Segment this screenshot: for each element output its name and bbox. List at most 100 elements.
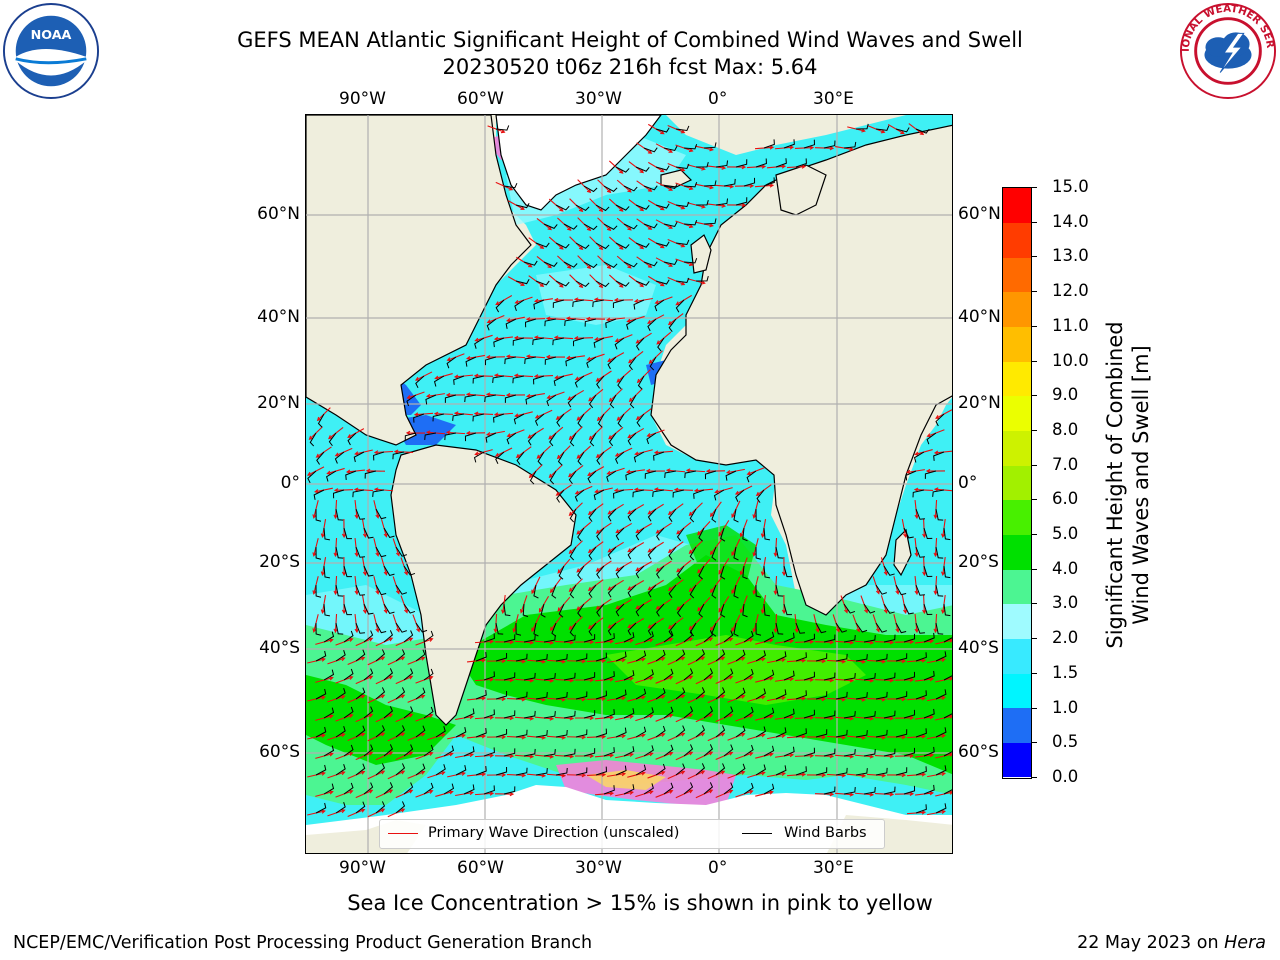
wind-barb [675, 201, 690, 208]
wind-barb [375, 622, 387, 634]
wind-barb [895, 653, 908, 662]
wind-barb [683, 668, 694, 681]
lon-tick-bottom: 60°W [457, 858, 504, 878]
lat-tick-right: 40°N [958, 307, 1001, 327]
wind-barb [495, 652, 508, 662]
wind-barb [523, 260, 538, 266]
wind-barb [615, 765, 627, 776]
colorbar-tick-label: 9.0 [1052, 385, 1079, 405]
wind-barb [383, 706, 394, 719]
wind-barb [815, 729, 828, 738]
wind-barb [355, 584, 366, 596]
wind-barb [783, 746, 795, 757]
wind-barb [334, 451, 345, 464]
wind-barb [895, 584, 907, 596]
wind-barb [403, 603, 416, 614]
lat-tick-right: 60°S [958, 742, 999, 762]
lon-tick-bottom: 90°W [339, 858, 386, 878]
wind-barb [484, 356, 497, 366]
wind-barb [588, 508, 597, 522]
wind-barb [615, 204, 630, 211]
wind-barb [683, 744, 694, 757]
wind-barb [875, 691, 888, 700]
wind-barb [623, 708, 635, 719]
wind-barb [703, 630, 714, 643]
wind-barb [463, 746, 475, 757]
wind-barb [775, 622, 784, 635]
wind-barb [943, 637, 952, 643]
wind-barb [572, 299, 585, 308]
wind-barb [552, 337, 565, 346]
wind-barb [935, 651, 947, 662]
wind-barb [733, 546, 739, 561]
wind-barb [863, 603, 876, 614]
wind-barb [503, 603, 511, 617]
wind-barb [923, 784, 935, 795]
wind-barb [355, 763, 366, 776]
wind-barb [575, 242, 590, 250]
wind-barb [643, 223, 658, 229]
wind-barb [613, 489, 625, 499]
wind-barb [492, 375, 505, 383]
wind-barb [643, 631, 654, 643]
wind-barb [855, 768, 868, 776]
colorbar-tick [1031, 291, 1037, 293]
wind-barb [607, 508, 617, 522]
wind-barb [843, 710, 856, 719]
wind-barb [775, 727, 787, 738]
wind-barb [535, 730, 548, 738]
wind-barb [335, 508, 344, 521]
colorbar-tick [1031, 707, 1037, 709]
wind-barb [695, 763, 706, 776]
wind-barb [663, 183, 678, 190]
wind-barb [633, 299, 645, 310]
wind-barb [703, 706, 714, 719]
wind-barb [352, 489, 365, 498]
wind-barb [615, 651, 627, 662]
colorbar-tick-label: 1.0 [1052, 697, 1079, 717]
wind-barb [735, 159, 748, 168]
wind-barb [635, 565, 645, 579]
wind-barb [577, 527, 585, 542]
wind-barb [563, 261, 578, 268]
colorbar-segment [1003, 291, 1031, 328]
wind-barb [635, 280, 650, 286]
wind-barb [663, 145, 678, 152]
wind-barb [883, 786, 896, 795]
wind-barb [683, 630, 694, 643]
wind-barb [543, 711, 556, 719]
wind-barb [923, 603, 933, 616]
wind-barb [803, 747, 816, 757]
wind-barb [577, 413, 585, 428]
wind-barb [343, 630, 354, 643]
wind-barb [915, 546, 925, 558]
wind-barb [433, 375, 445, 387]
colorbar-tick [1031, 187, 1037, 188]
footer-date-text: 22 May 2023 on [1077, 933, 1219, 953]
colorbar-tick [1031, 464, 1037, 466]
wind-barb [623, 261, 638, 268]
wind-barb [555, 204, 570, 211]
wind-barb [935, 803, 947, 814]
wind-barb [415, 649, 426, 662]
lat-tick-left: 20°N [257, 393, 300, 413]
wind-barb [557, 451, 565, 466]
wind-barb [406, 394, 417, 407]
lon-tick-top: 30°E [813, 89, 854, 109]
wind-barb [503, 786, 516, 795]
wind-barb [703, 180, 717, 187]
wind-barb [932, 489, 945, 497]
wind-barb [432, 413, 445, 422]
wind-barb [626, 318, 637, 330]
wind-barb [875, 622, 887, 633]
wind-barb [703, 744, 714, 757]
wind-barb [503, 634, 516, 643]
wind-barb [743, 668, 754, 681]
wind-barb [363, 630, 374, 643]
colorbar-segment [1003, 257, 1031, 293]
wind-barb [943, 603, 951, 617]
wind-barb [863, 673, 876, 681]
wind-barb [343, 603, 352, 616]
colorbar-label-line1: Significant Height of Combined [1103, 321, 1127, 649]
wind-barb [775, 584, 784, 597]
